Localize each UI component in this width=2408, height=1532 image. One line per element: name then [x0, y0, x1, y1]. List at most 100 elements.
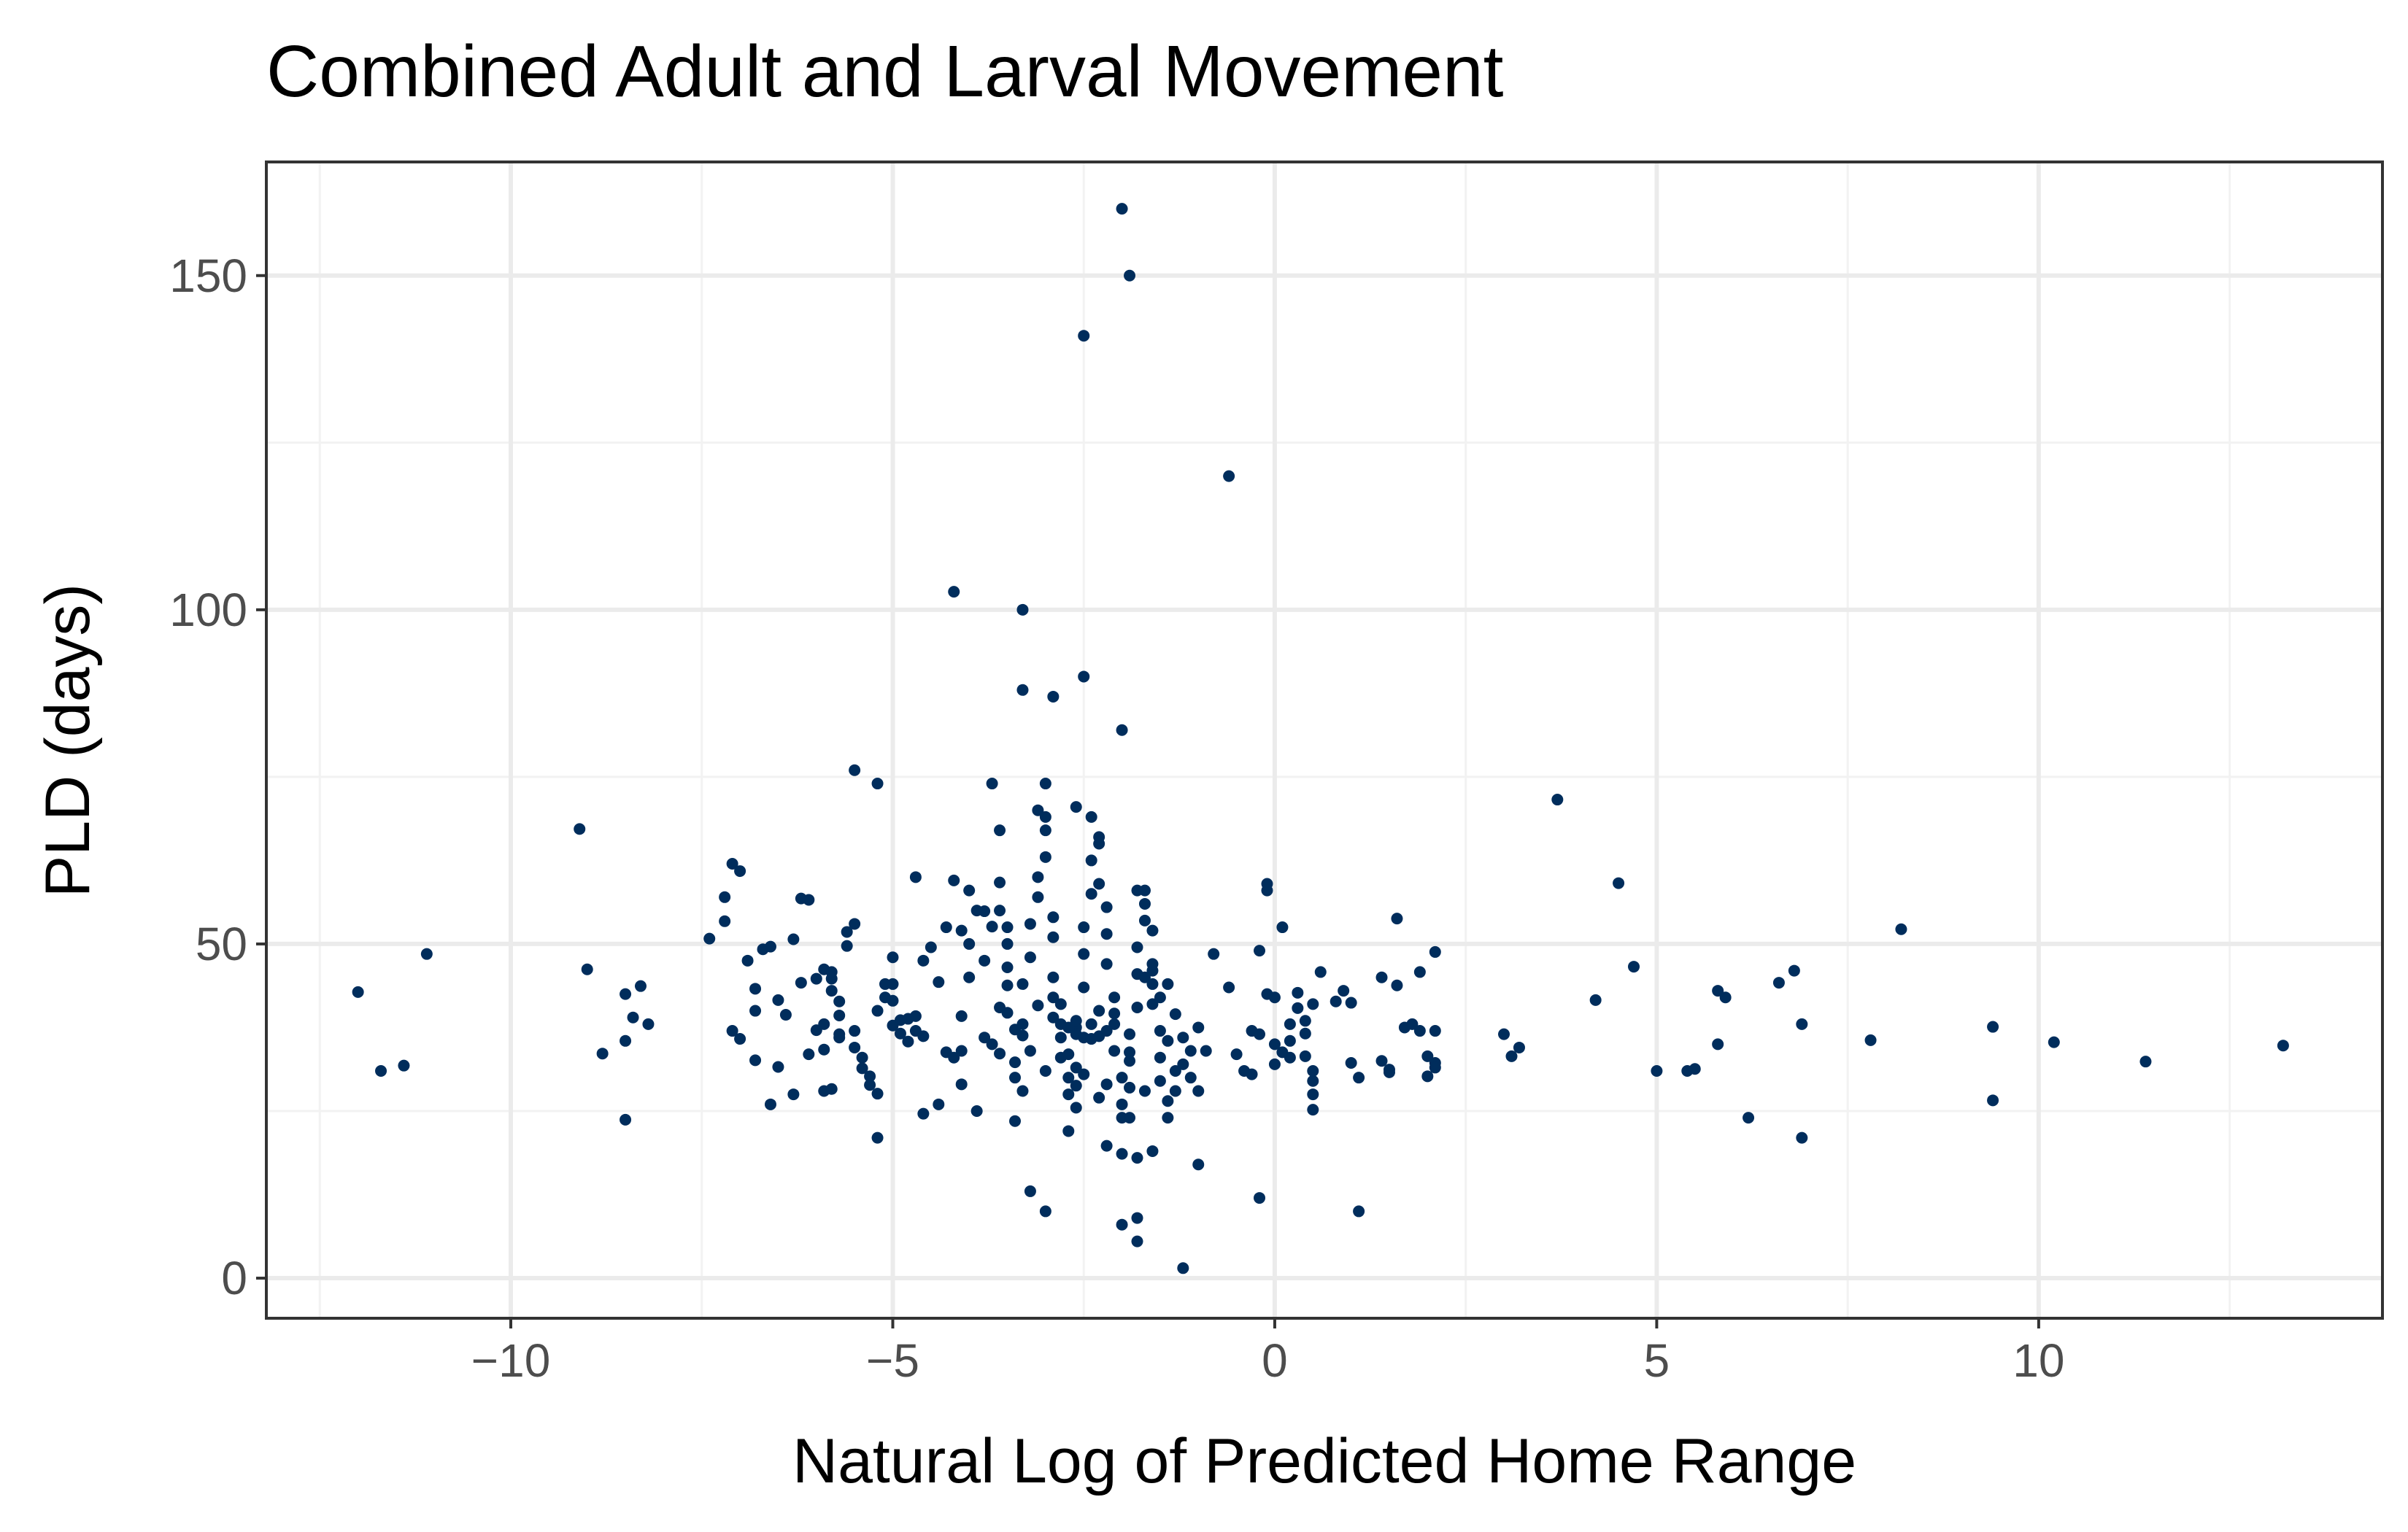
data-point-312 — [1987, 1021, 1999, 1033]
data-point-81 — [887, 951, 899, 964]
chart-title: Combined Adult and Larval Movement — [266, 31, 1504, 112]
data-point-232 — [940, 921, 952, 934]
data-point-122 — [1070, 1061, 1082, 1074]
data-point-16 — [726, 857, 738, 870]
data-point-118 — [1062, 1072, 1075, 1084]
data-point-222 — [1138, 1085, 1151, 1097]
data-point-146 — [1131, 941, 1143, 953]
data-point-305 — [1743, 1112, 1755, 1124]
data-point-150 — [1146, 924, 1159, 937]
y-tick-label-3: 150 — [169, 249, 247, 302]
data-point-15 — [719, 915, 731, 927]
data-point-223 — [1093, 1091, 1105, 1104]
data-point-189 — [1162, 978, 1174, 990]
data-point-131 — [1093, 878, 1105, 890]
data-point-25 — [772, 994, 784, 1006]
data-point-6 — [596, 1048, 609, 1060]
data-point-315 — [2139, 1056, 2152, 1068]
data-point-144 — [1131, 1001, 1143, 1013]
data-point-126 — [1078, 921, 1090, 934]
x-tick-label-3: 5 — [1644, 1334, 1670, 1387]
data-point-132 — [1100, 901, 1113, 913]
data-point-196 — [1116, 1218, 1128, 1231]
data-point-91 — [994, 876, 1006, 889]
data-point-157 — [1162, 1112, 1174, 1124]
data-point-95 — [1001, 962, 1014, 974]
data-point-215 — [1032, 999, 1044, 1012]
data-point-124 — [1078, 981, 1090, 994]
data-point-8 — [620, 1113, 632, 1126]
data-point-287 — [1429, 1025, 1441, 1037]
data-point-109 — [1039, 811, 1051, 823]
data-point-120 — [1062, 1125, 1075, 1137]
data-point-48 — [818, 1085, 830, 1097]
data-point-136 — [1108, 1018, 1121, 1030]
data-point-143 — [1124, 1028, 1136, 1040]
data-point-260 — [1299, 1027, 1311, 1040]
data-point-279 — [1391, 979, 1403, 991]
data-point-217 — [1062, 1048, 1075, 1061]
data-point-199 — [1024, 1185, 1036, 1197]
data-point-163 — [1177, 1032, 1189, 1044]
major-gridlines — [266, 162, 2382, 1318]
data-point-147 — [1138, 914, 1151, 926]
data-point-296 — [1589, 994, 1602, 1006]
data-point-227 — [994, 1001, 1006, 1013]
data-point-188 — [1154, 991, 1166, 1004]
data-point-127 — [1085, 888, 1097, 900]
data-point-49 — [818, 1043, 830, 1056]
data-point-52 — [849, 918, 861, 930]
data-point-175 — [1078, 670, 1090, 683]
data-point-249 — [1261, 878, 1273, 890]
data-point-298 — [1628, 961, 1640, 973]
data-point-201 — [1177, 1262, 1189, 1274]
data-point-254 — [1276, 921, 1289, 934]
data-point-129 — [1085, 811, 1097, 823]
data-point-84 — [963, 937, 976, 950]
data-point-64 — [871, 778, 884, 790]
data-point-76 — [909, 871, 922, 883]
data-point-186 — [1146, 958, 1159, 970]
minor-gridlines — [266, 162, 2382, 1318]
data-point-103 — [1016, 978, 1029, 990]
data-point-9 — [627, 1011, 639, 1024]
data-point-256 — [1284, 1034, 1296, 1047]
data-point-115 — [1054, 998, 1067, 1010]
data-point-139 — [1116, 1098, 1128, 1110]
data-point-178 — [1116, 724, 1128, 736]
data-point-80 — [933, 976, 945, 989]
data-point-77 — [917, 954, 930, 967]
data-point-69 — [894, 1027, 906, 1040]
data-point-4 — [574, 823, 586, 835]
data-point-24 — [764, 940, 776, 953]
data-point-169 — [1116, 203, 1128, 215]
data-point-114 — [1047, 971, 1060, 983]
panel-background — [266, 162, 2382, 1318]
data-point-26 — [772, 1061, 784, 1073]
data-point-179 — [986, 778, 998, 790]
data-point-304 — [1719, 991, 1732, 1004]
data-point-230 — [970, 905, 983, 917]
data-point-154 — [1154, 1051, 1166, 1064]
data-point-29 — [779, 1009, 792, 1021]
data-point-89 — [986, 1038, 998, 1051]
data-point-250 — [1268, 991, 1281, 1004]
data-point-282 — [1406, 1018, 1419, 1030]
data-point-156 — [1162, 1095, 1174, 1107]
data-point-174 — [1016, 603, 1029, 616]
data-point-273 — [1353, 1072, 1365, 1084]
data-point-190 — [1124, 1112, 1136, 1124]
x-tick-label-4: 10 — [2013, 1334, 2064, 1387]
data-point-57 — [864, 1070, 876, 1083]
data-point-236 — [948, 1051, 960, 1064]
data-point-27 — [764, 1098, 776, 1110]
data-point-133 — [1100, 928, 1113, 940]
data-point-137 — [1108, 1045, 1121, 1057]
data-point-167 — [1192, 1021, 1205, 1034]
data-point-51 — [841, 940, 853, 952]
data-point-83 — [955, 1045, 968, 1057]
data-point-246 — [1254, 945, 1266, 957]
data-point-20 — [741, 954, 754, 967]
data-point-168 — [1200, 1045, 1212, 1057]
data-point-244 — [1246, 1068, 1258, 1080]
